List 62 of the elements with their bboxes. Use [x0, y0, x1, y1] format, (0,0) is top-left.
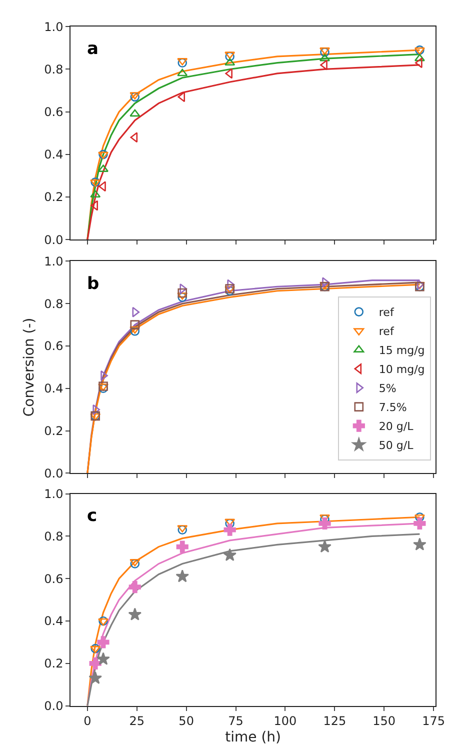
point — [223, 548, 236, 562]
y-tick-label: 0.8 — [44, 62, 64, 76]
legend-label: 50 g/L — [378, 439, 414, 452]
point — [318, 517, 331, 530]
point — [224, 524, 236, 536]
point — [318, 540, 332, 553]
y-tick-label: 0.0 — [44, 232, 64, 247]
point — [89, 657, 102, 670]
point — [128, 608, 142, 620]
point — [130, 320, 140, 330]
x-tick-label: 25 — [129, 714, 145, 728]
x-tick-label: 100 — [274, 714, 297, 728]
y-tick-label: 0.2 — [44, 424, 64, 438]
x-tick-label: 50 — [178, 714, 194, 728]
legend-label: 10 mg/g — [378, 363, 425, 376]
point — [96, 652, 110, 665]
y-tick-label: 0.6 — [44, 105, 64, 120]
y-tick-label: 0.2 — [44, 656, 64, 671]
legend-label: 7.5% — [378, 401, 407, 414]
legend-label: ref — [378, 306, 395, 320]
y-tick-label: 0.6 — [44, 572, 64, 586]
y-tick-label: 0.4 — [44, 382, 64, 396]
legend-label: 5% — [378, 382, 396, 396]
x-axis-title: time (h) — [225, 729, 282, 746]
y-tick-label: 0.8 — [44, 296, 64, 311]
point — [414, 54, 425, 62]
y-tick-label: 1.0 — [44, 254, 64, 268]
x-tick-label: 175 — [422, 714, 445, 728]
y-tick-label: 0.8 — [44, 529, 64, 544]
y-tick-label: 1.0 — [44, 487, 64, 502]
point — [178, 92, 186, 102]
legend-label: ref — [378, 325, 395, 338]
x-tick-label: 125 — [323, 714, 346, 728]
y-tick-label: 1.0 — [44, 20, 64, 34]
legend-label: 20 g/L — [378, 420, 414, 434]
y-tick-label: 0.0 — [44, 466, 64, 480]
point — [88, 671, 102, 684]
point — [414, 517, 426, 530]
point — [90, 190, 101, 198]
point — [177, 68, 188, 76]
point — [178, 288, 188, 298]
point — [413, 538, 426, 550]
point — [130, 132, 138, 143]
y-tick-label: 0.0 — [44, 698, 64, 713]
legend-label: 15 mg/g — [378, 344, 425, 358]
point — [176, 570, 190, 582]
point — [128, 581, 141, 594]
x-tick-label: 0 — [84, 714, 92, 728]
y-axis-title: Conversion (-) — [22, 318, 38, 417]
point — [132, 306, 140, 318]
y-tick-label: 0.4 — [44, 148, 64, 162]
point — [97, 636, 110, 648]
text: c — [87, 506, 98, 526]
x-tick-label: 75 — [228, 714, 244, 728]
point — [176, 540, 188, 553]
y-tick-label: 0.4 — [44, 614, 64, 628]
y-tick-label: 0.2 — [44, 190, 64, 204]
text: a — [87, 39, 98, 59]
x-tick-label: 150 — [372, 714, 396, 728]
y-tick-label: 0.6 — [44, 339, 64, 354]
text: b — [87, 274, 100, 294]
point — [130, 109, 140, 117]
